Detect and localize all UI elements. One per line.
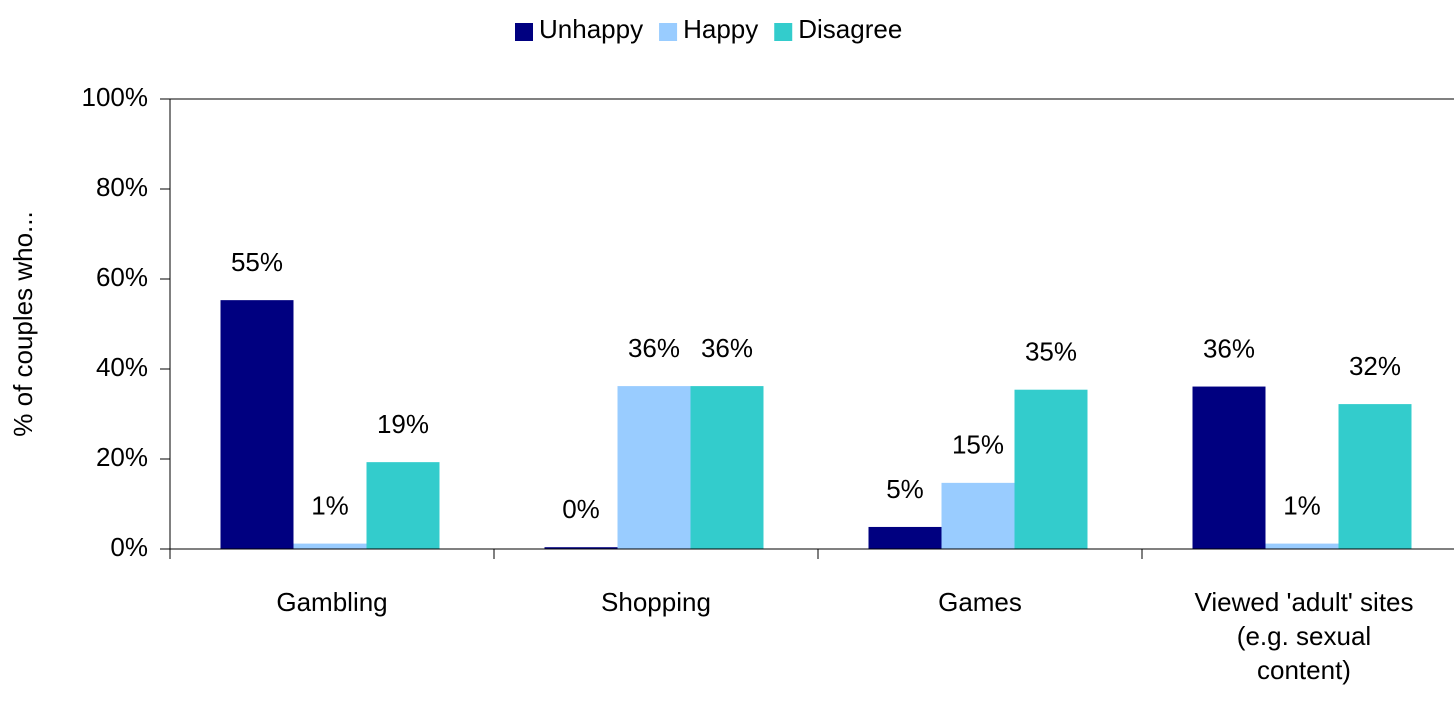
x-tick-label: Shopping: [601, 587, 711, 617]
bar: [1338, 404, 1412, 549]
bar: [293, 543, 367, 549]
bar: [220, 300, 294, 549]
y-tick-label: 40%: [96, 352, 148, 382]
y-tick-label: 80%: [96, 172, 148, 202]
y-tick-label: 100%: [82, 82, 149, 112]
data-label: 15%: [952, 430, 1004, 460]
bar: [868, 526, 942, 549]
data-label: 5%: [886, 474, 924, 504]
bar: [690, 386, 764, 549]
bar: [941, 482, 1015, 549]
x-tick-label: Viewed 'adult' sites (e.g. sexual conten…: [1194, 587, 1414, 685]
data-label: 32%: [1349, 351, 1401, 381]
legend-label: Disagree: [798, 14, 902, 44]
y-tick-label: 60%: [96, 262, 148, 292]
data-label: 1%: [311, 490, 349, 520]
legend-swatch: [659, 23, 678, 41]
x-tick-label: Gambling: [276, 587, 388, 617]
legend-swatch: [774, 23, 793, 41]
data-label: 19%: [377, 409, 429, 439]
legend-label: Unhappy: [539, 14, 643, 44]
data-label: 0%: [562, 494, 600, 524]
data-label: 35%: [1025, 337, 1077, 367]
bar: [1265, 543, 1339, 549]
x-tick-label: Games: [938, 587, 1022, 617]
data-label: 55%: [231, 247, 283, 277]
legend-label: Happy: [683, 14, 758, 44]
bar: [544, 547, 618, 549]
data-label: 36%: [1203, 333, 1255, 363]
data-label: 1%: [1283, 490, 1321, 520]
legend-swatch: [515, 23, 533, 41]
y-tick-label: 20%: [96, 442, 148, 472]
y-tick-label: 0%: [110, 532, 148, 562]
y-axis-label: % of couples who...: [8, 211, 38, 436]
bar: [366, 462, 440, 549]
bar: [617, 386, 691, 549]
data-label: 36%: [628, 333, 680, 363]
data-label: 36%: [701, 333, 753, 363]
bar: [1192, 386, 1266, 549]
bar: [1014, 389, 1088, 549]
